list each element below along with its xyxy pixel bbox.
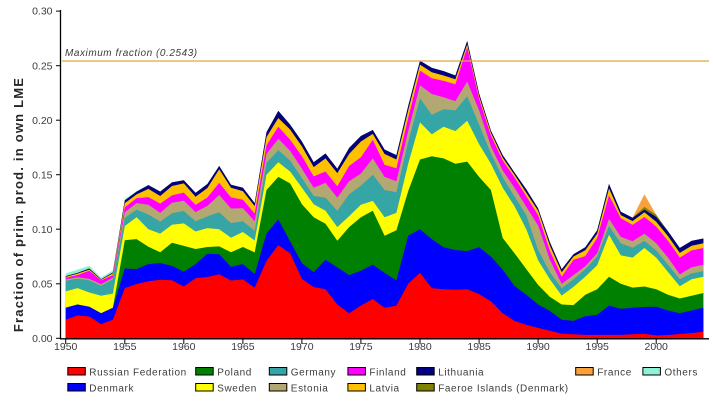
svg-text:1985: 1985 (467, 341, 491, 353)
svg-text:1975: 1975 (349, 341, 373, 353)
svg-text:0.10: 0.10 (32, 224, 53, 236)
svg-text:2000: 2000 (645, 341, 669, 353)
svg-text:0.15: 0.15 (32, 169, 53, 181)
svg-text:0.05: 0.05 (32, 278, 53, 290)
svg-text:Russian Federation: Russian Federation (89, 368, 187, 379)
svg-text:1950: 1950 (54, 341, 78, 353)
svg-text:1970: 1970 (290, 341, 314, 353)
svg-text:1990: 1990 (526, 341, 550, 353)
svg-text:1980: 1980 (408, 341, 432, 353)
svg-text:Poland: Poland (217, 368, 252, 379)
svg-text:0.25: 0.25 (32, 60, 53, 72)
svg-text:Maximum fraction (0.2543): Maximum fraction (0.2543) (65, 48, 198, 59)
svg-text:Estonia: Estonia (291, 384, 329, 395)
svg-text:0.00: 0.00 (32, 333, 53, 345)
svg-text:1955: 1955 (113, 341, 137, 353)
svg-text:Others: Others (664, 368, 698, 379)
svg-text:Fraction of prim. prod. in own: Fraction of prim. prod. in own LME (11, 77, 26, 332)
svg-text:Faeroe Islands (Denmark): Faeroe Islands (Denmark) (438, 384, 569, 395)
svg-text:Finland: Finland (369, 368, 406, 379)
svg-text:1965: 1965 (231, 341, 255, 353)
svg-text:1995: 1995 (586, 341, 610, 353)
svg-text:0.20: 0.20 (32, 115, 53, 127)
svg-text:Germany: Germany (291, 368, 336, 379)
svg-text:Latvia: Latvia (369, 384, 399, 395)
svg-text:Sweden: Sweden (217, 384, 257, 395)
svg-text:France: France (597, 368, 632, 379)
svg-text:Denmark: Denmark (89, 384, 134, 395)
svg-text:Lithuania: Lithuania (438, 368, 484, 379)
svg-text:0.30: 0.30 (32, 6, 53, 18)
svg-text:1960: 1960 (172, 341, 196, 353)
